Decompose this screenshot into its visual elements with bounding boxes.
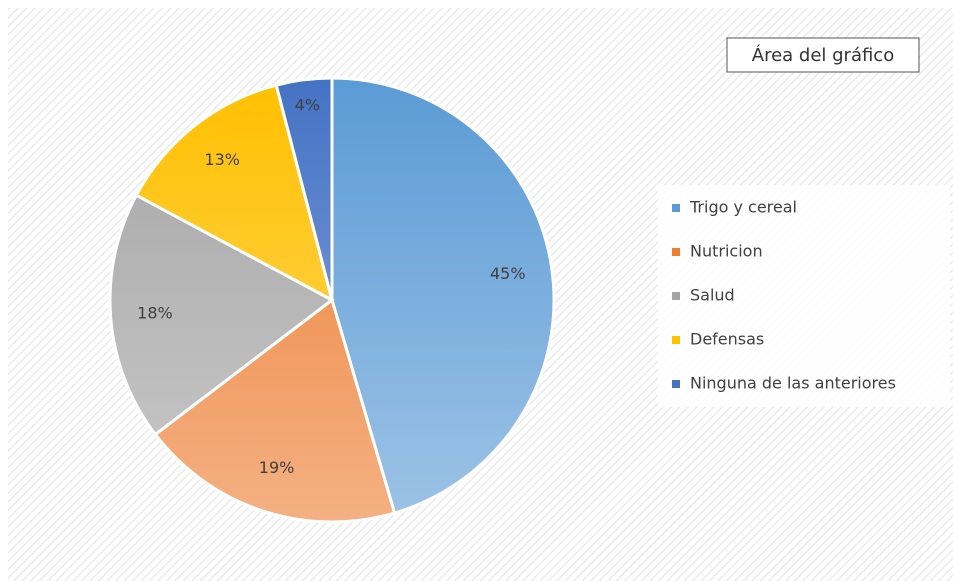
legend-marker [672,204,680,212]
legend-box[interactable] [658,185,950,407]
legend-label: Defensas [690,330,764,349]
legend: Trigo y cereal Nutricion Salud Defensas Ning… [672,198,896,393]
data-label: 45% [490,264,526,283]
legend-label: Ninguna de las anteriores [690,374,896,393]
data-label: 18% [137,304,173,323]
data-label: 13% [204,150,240,169]
pie-slice [330,76,556,515]
legend-label: Nutricion [690,242,763,261]
tooltip: Área del gráfico [752,44,894,66]
legend-marker [672,248,680,256]
pie-slice [274,76,334,301]
tooltip-box [726,37,920,73]
legend-marker [672,380,680,388]
pie-slice [108,193,335,437]
legend-label: Trigo y cereal [689,198,797,217]
legend-label: Salud [690,286,735,305]
pie-slice [134,83,335,303]
legend-marker [672,336,680,344]
data-label: 4% [295,96,320,115]
data-label: 19% [259,458,295,477]
legend-marker [672,292,680,300]
pie: 45% 19% 18% 13% 4% [108,76,556,524]
pie-slice [153,297,397,524]
